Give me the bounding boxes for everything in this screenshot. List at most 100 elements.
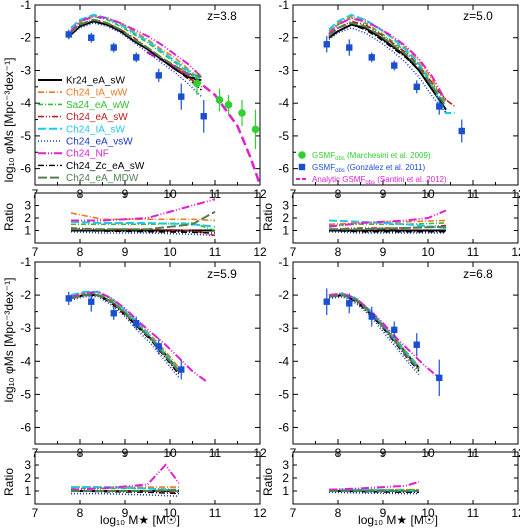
series-line-ch24-ia-sw: [328, 13, 455, 114]
obs-square-point: [65, 295, 72, 302]
ratio-line-ch24-ea-vsw: [71, 492, 180, 497]
panel-z-5.0: 789101112-6-5-4-3-2-1z=5.0789101112123GS…: [278, 0, 520, 259]
ratio-plot-frame: [292, 192, 519, 244]
legend-label: Sa24_eA_wW: [66, 100, 130, 111]
y-tick-label: -4: [278, 96, 289, 110]
plot-area: [323, 13, 465, 143]
ratio-plot-frame: [34, 451, 261, 505]
legend-label: Ch24_Zc_eA_sW: [66, 161, 145, 172]
ratio-area: [70, 198, 216, 237]
ratio-x-tick-label: 8: [77, 506, 84, 520]
obs-square-point: [178, 93, 185, 100]
y-tick-label: -3: [278, 63, 289, 77]
ratio-line-ch24-ea-mdw: [329, 225, 447, 231]
ratio-x-tick-label: 7: [290, 506, 297, 520]
ratio-x-tick-label: 11: [467, 506, 480, 520]
y-tick-label: -5: [278, 387, 289, 401]
ratio-x-tick-label: 10: [163, 506, 177, 520]
series-line-ch24-ea-mdw: [328, 21, 447, 108]
main-plot-frame: [34, 261, 261, 445]
ratio-line-ch24-zc-ea-sw: [328, 229, 446, 233]
plot-area: [65, 13, 260, 185]
ratio-x-tick-label: 7: [32, 506, 39, 520]
series-line-ch24-nf: [70, 15, 203, 78]
y-tick-label: -1: [278, 0, 289, 12]
obs-legend-label-squares: GSMFobs (González et al. 2011): [312, 163, 425, 174]
y-tick-label: -2: [20, 288, 31, 302]
obs-circle-point: [224, 101, 233, 109]
ratio-line-ch24-ea-vsw: [70, 230, 216, 237]
y-tick-label: -1: [278, 255, 289, 269]
series-line-ch24-ea-vsw: [328, 27, 447, 114]
ratio-line-ch24-ia-ww: [328, 219, 447, 226]
ratio-area: [70, 463, 180, 497]
obs-square-point: [323, 298, 330, 305]
ratio-y-tick-label: 2: [282, 471, 289, 485]
x-tick-label: 12: [511, 446, 520, 460]
series-line-ch24-zc-ea-sw: [70, 294, 180, 375]
series-line-ch24-ia-ww: [328, 15, 447, 101]
ratio-label-bottom-right: Ratio: [261, 468, 275, 496]
obs-square-point: [110, 310, 117, 317]
ratio-x-tick-label: 8: [77, 245, 84, 259]
ratio-area: [328, 480, 420, 495]
ratio-y-tick-label: 3: [282, 458, 289, 472]
y-tick-label: -2: [278, 288, 289, 302]
ratio-line-ch24-ea-vsw: [328, 491, 419, 495]
ratio-line-ch24-nf: [328, 480, 420, 491]
panel-title: z=5.0: [463, 9, 493, 23]
ratio-x-tick-label: 12: [253, 245, 267, 259]
ratio-area: [328, 209, 447, 234]
ratio-y-tick-label: 3: [24, 458, 31, 472]
ratio-x-tick-label: 12: [253, 506, 267, 520]
ratio-y-tick-label: 3: [282, 199, 289, 213]
legend-label: Ch24_eA_vsW: [66, 137, 133, 148]
obs-legend-label-circles: GSMFobs (Marchesini et al. 2009): [312, 151, 431, 162]
series-line-ch24-ea-sw: [70, 294, 180, 374]
ratio-x-tick-label: 8: [335, 245, 342, 259]
obs-square-point: [413, 341, 420, 348]
ratio-y-tick-label: 1: [282, 224, 289, 238]
panel-title: z=3.8: [207, 9, 237, 23]
obs-square-point: [155, 72, 162, 79]
panel-z-3.8: 789101112-6-5-4-3-2-1z=3.8789101112123Kr…: [20, 0, 267, 259]
obs-circle-point: [215, 96, 224, 104]
ratio-y-tick-label: 3: [24, 199, 31, 213]
y-tick-label: -2: [20, 31, 31, 45]
y-tick-label: -5: [20, 129, 31, 143]
ratio-x-tick-label: 9: [380, 506, 387, 520]
obs-circle-point: [193, 79, 201, 88]
y-tick-label: -4: [20, 96, 31, 110]
series-line-ch24-ea-sw: [328, 294, 420, 369]
obs-legend-label-analytic: Analytic GSMFobs (Santini et al. 2012): [312, 175, 447, 186]
ratio-line-ch24-ea-mdw: [71, 210, 216, 231]
ratio-line-ch24-ea-vsw: [328, 230, 446, 234]
legend-label: Ch24_NF: [66, 149, 109, 160]
series-line-kr24-ea-sw: [328, 294, 420, 369]
series-line-ch24-zc-ea-sw: [328, 23, 447, 111]
series-line-ch24-ea-mdw: [328, 294, 420, 371]
ratio-x-tick-label: 10: [421, 245, 435, 259]
obs-square-point: [368, 313, 375, 320]
xlabel-right: log₁₀ M★ [M☉]: [358, 513, 438, 527]
ratio-label-top-left: Ratio: [2, 203, 16, 231]
ratio-line-ch24-nf: [328, 209, 447, 228]
ratio-label-top-right: Ratio: [261, 203, 275, 231]
ratio-x-tick-label: 8: [335, 506, 342, 520]
y-tick-label: -6: [20, 162, 31, 176]
obs-square-point: [368, 54, 375, 61]
y-tick-label: -3: [20, 321, 31, 335]
ratio-plot-frame: [292, 451, 519, 505]
ratio-x-tick-label: 7: [32, 245, 39, 259]
obs-square-point: [458, 127, 465, 135]
y-tick-label: -1: [20, 255, 31, 269]
legend-label: Ch24_IA_sW: [66, 124, 125, 135]
legend-label: Ch24_IA_wW: [66, 88, 128, 99]
obs-square-point: [133, 320, 140, 327]
obs-square-point: [436, 374, 443, 382]
ratio-line-ch24-nf: [71, 198, 216, 222]
legend-label: Ch24_eA_MDW: [66, 173, 139, 184]
ratio-x-tick-label: 11: [209, 245, 222, 259]
obs-square-point: [200, 113, 207, 120]
